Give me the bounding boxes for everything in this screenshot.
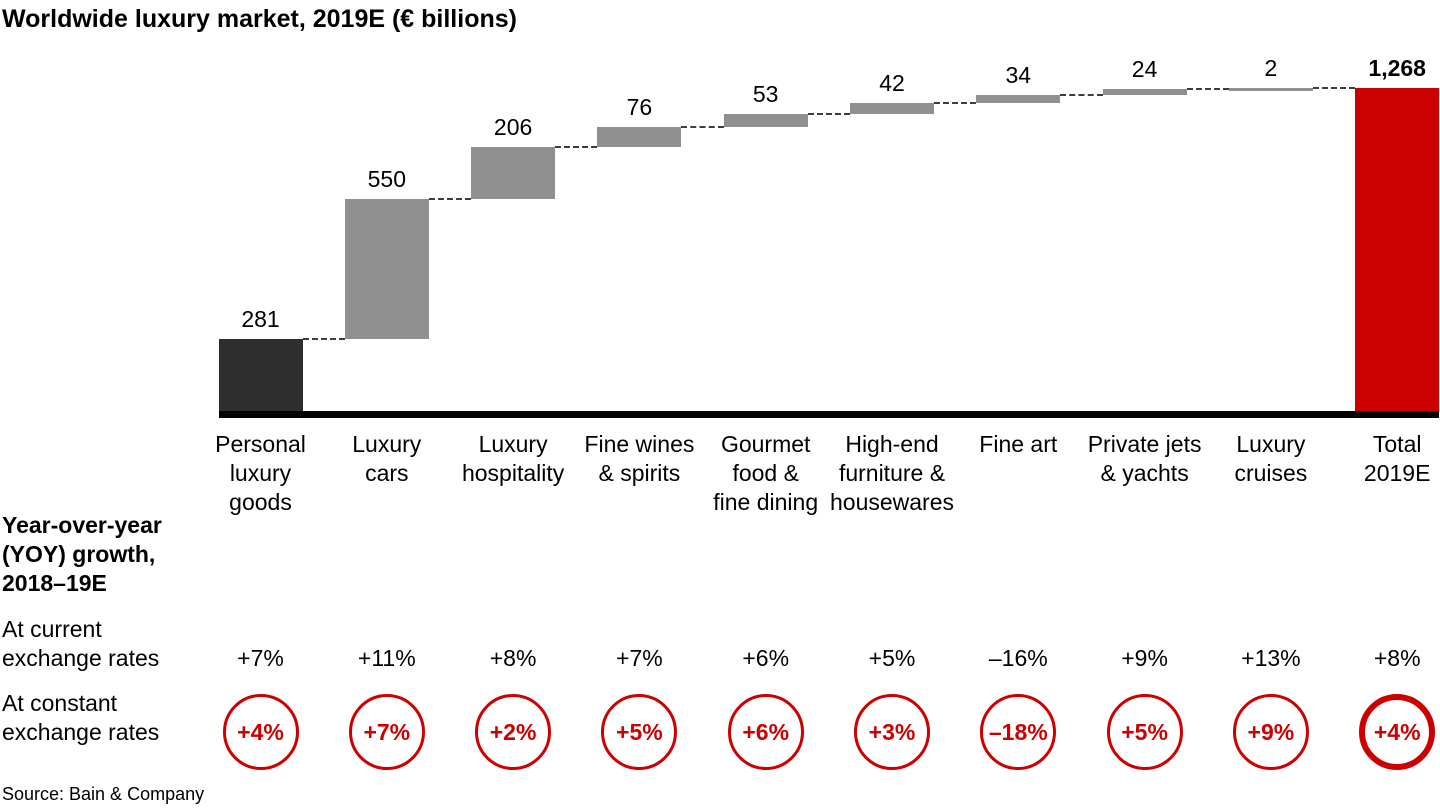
waterfall-bar-8 — [1228, 88, 1313, 91]
constant-rate-circle: +6% — [727, 694, 804, 770]
axis-baseline — [218, 411, 1440, 418]
waterfall-bar-5 — [850, 103, 934, 114]
constant-rate-circle: +5% — [1106, 694, 1183, 770]
connector-line — [934, 102, 977, 105]
current-rate-value: +8% — [1373, 645, 1421, 671]
bar-value-label: 24 — [1131, 55, 1158, 82]
current-rate-value: +8% — [489, 645, 537, 671]
constant-rate-circle: +4% — [222, 694, 299, 770]
category-label: Private jets & yachts — [1087, 431, 1202, 486]
category-label: Luxury hospitality — [461, 431, 565, 486]
connector-line — [428, 198, 472, 201]
bar-value-label: 281 — [241, 306, 280, 333]
connector-line — [302, 338, 345, 341]
constant-rate-circle: +9% — [1232, 694, 1309, 770]
current-rate-value: +13% — [1241, 645, 1301, 671]
bar-value-label: 2 — [1264, 55, 1278, 81]
bar-value-label: 34 — [1005, 61, 1032, 88]
constant-rate-value: +2% — [489, 718, 537, 745]
waterfall-bar-4 — [723, 113, 808, 128]
constant-rate-value: +5% — [1121, 718, 1168, 745]
constant-rate-value: +5% — [616, 718, 663, 745]
constant-rate-value: +7% — [363, 718, 411, 745]
category-label: Luxury cars — [352, 431, 422, 486]
constant-rate-value: +6% — [742, 718, 790, 745]
chart-title: Worldwide luxury market, 2019E (€ billio… — [2, 5, 517, 33]
category-label: Fine wines & spirits — [584, 431, 695, 486]
constant-rate-value: +4% — [1373, 718, 1421, 745]
constant-rate-circle: +4% — [1359, 694, 1436, 770]
constant-rate-circle: +5% — [601, 694, 678, 770]
current-rate-value: +5% — [868, 645, 916, 671]
connector-line — [681, 126, 724, 129]
constant-rates-label: At constant exchange rates — [2, 690, 160, 745]
constant-rate-circle: +7% — [348, 694, 425, 770]
waterfall-bar-3 — [597, 127, 682, 147]
waterfall-bar-1 — [344, 199, 429, 340]
constant-rate-value: +3% — [868, 718, 916, 745]
constant-rate-circle: –18% — [980, 694, 1057, 770]
bar-value-label: 76 — [626, 94, 653, 121]
current-rate-value: +7% — [616, 645, 663, 671]
bar-value-label: 206 — [493, 113, 533, 140]
constant-rate-circle: +2% — [475, 694, 552, 770]
current-rates-label: At current exchange rates — [2, 616, 160, 671]
connector-line — [1312, 87, 1356, 89]
connector-line — [807, 112, 850, 115]
category-label: Personal luxury goods — [215, 431, 306, 515]
current-rate-value: –16% — [988, 645, 1048, 671]
category-label: High-end furniture & housewares — [829, 431, 955, 515]
category-label: Fine art — [979, 431, 1058, 457]
category-label: Gourmet food & fine dining — [713, 431, 819, 515]
constant-rate-circle: +3% — [854, 694, 930, 770]
bar-value-label: 1,268 — [1368, 55, 1426, 81]
constant-rate-value: +9% — [1247, 718, 1295, 745]
waterfall-bar-7 — [1102, 88, 1187, 95]
current-rate-value: +11% — [357, 645, 416, 671]
category-label: Total 2019E — [1363, 431, 1431, 486]
yoy-growth-heading: Year-over-year (YOY) growth, 2018–19E — [2, 512, 162, 596]
waterfall-bar-6 — [976, 94, 1061, 104]
constant-rate-value: +4% — [237, 718, 284, 745]
waterfall-bar-2 — [471, 146, 556, 200]
current-rate-value: +7% — [237, 645, 284, 671]
bar-value-label: 53 — [752, 80, 779, 107]
current-rate-value: +6% — [742, 645, 790, 671]
bar-value-label: 550 — [367, 166, 406, 193]
current-rate-value: +9% — [1121, 645, 1168, 671]
connector-line — [1060, 93, 1103, 96]
source-note: Source: Bain & Company — [2, 784, 205, 804]
connector-line — [1186, 87, 1229, 90]
waterfall-bar-9 — [1355, 88, 1440, 411]
connector-line — [555, 145, 598, 148]
waterfall-bar-0 — [218, 339, 303, 411]
constant-rate-value: –18% — [988, 718, 1048, 745]
bar-value-label: 42 — [879, 70, 905, 97]
category-label: Luxury cruises — [1234, 431, 1308, 486]
